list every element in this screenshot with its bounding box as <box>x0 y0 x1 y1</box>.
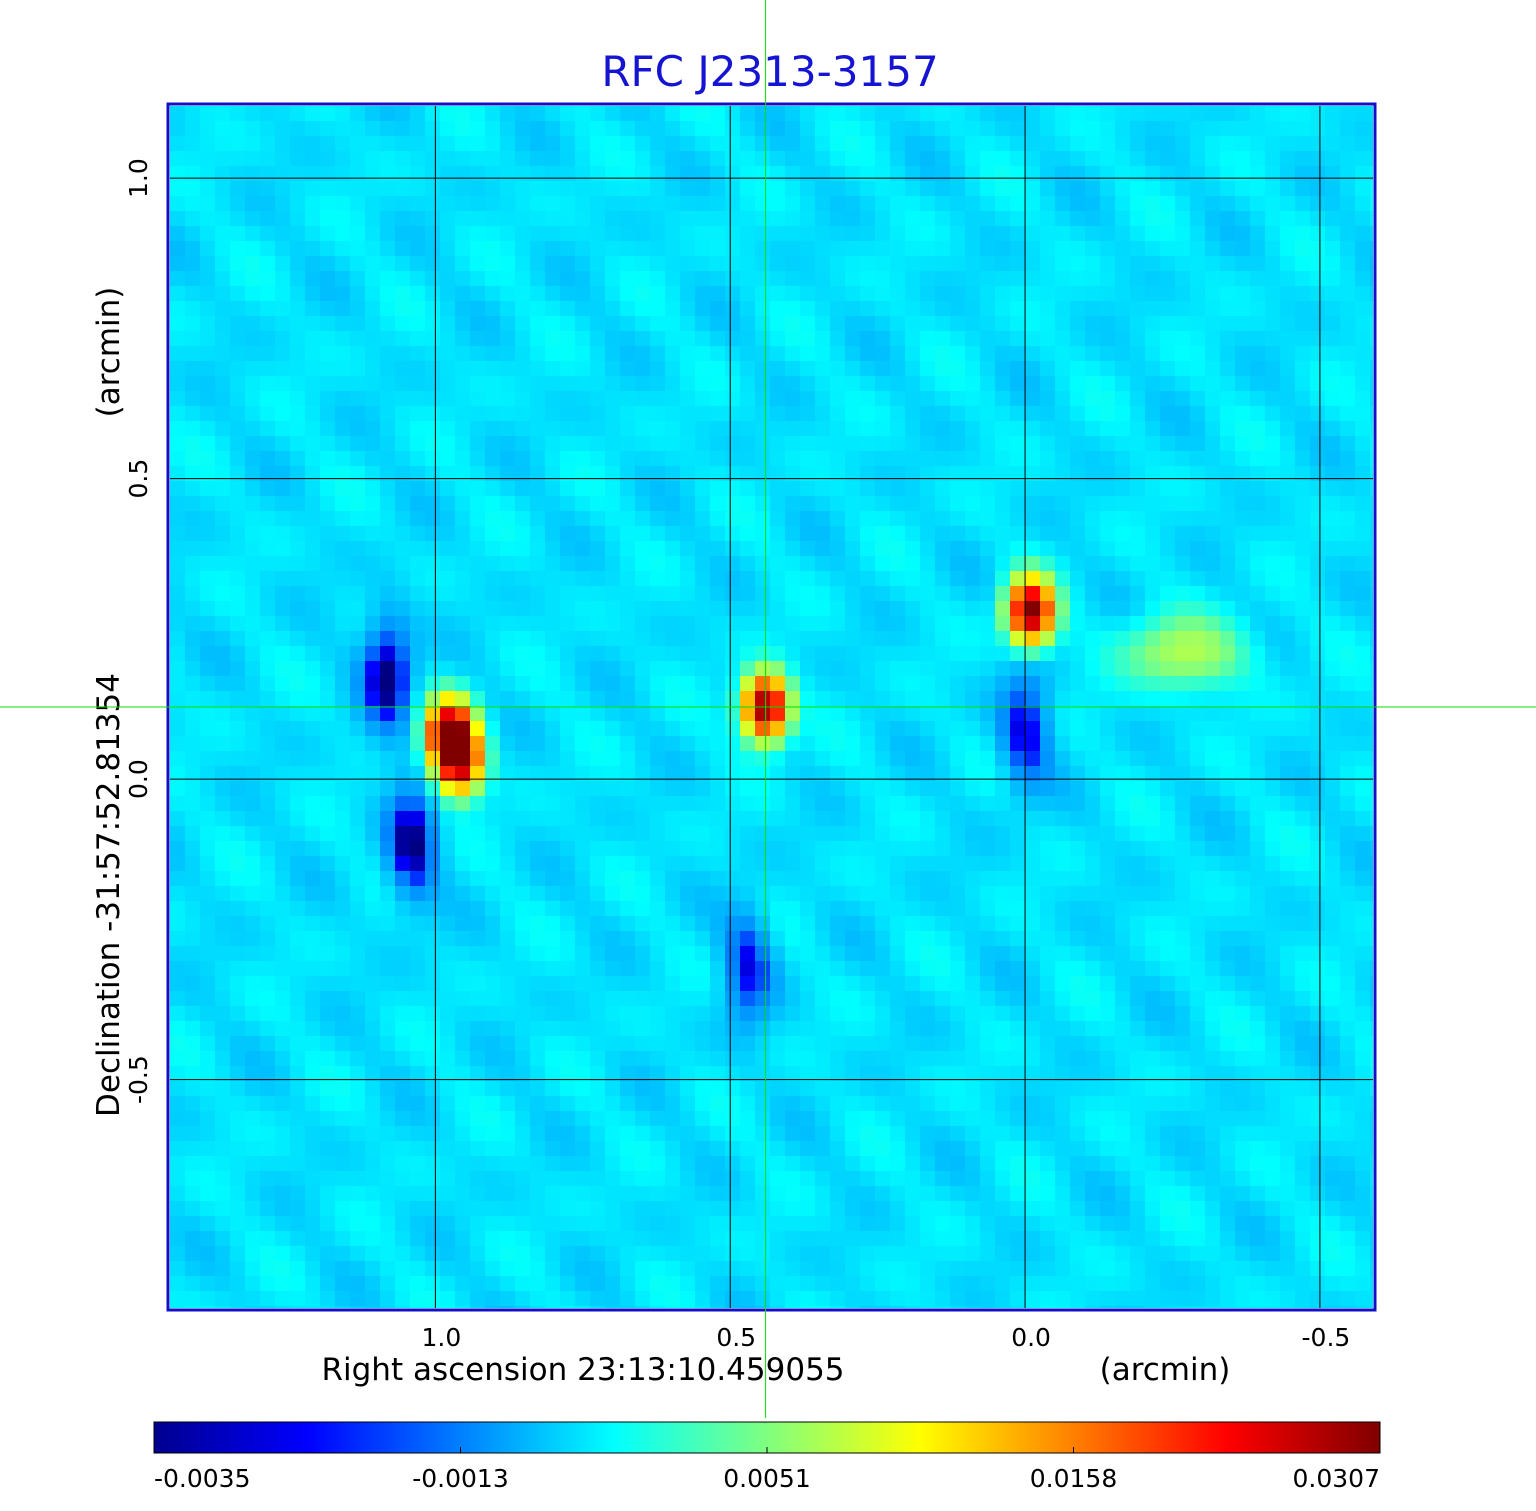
colorbar-tick-label: 0.0051 <box>723 1464 810 1493</box>
intensity-image <box>170 106 1373 1308</box>
plot-area <box>170 106 1373 1308</box>
x-tick-label: -0.5 <box>1302 1323 1351 1352</box>
x-axis-label: Right ascension 23:13:10.459055 <box>321 1352 844 1388</box>
x-tick-label: 0.5 <box>716 1323 756 1352</box>
colorbar-tick-label: -0.0035 <box>154 1464 251 1493</box>
colorbar-ticks: -0.0035 -0.0013 0.0051 0.0158 0.0307 <box>153 1447 1381 1493</box>
y-axis-label: Declination -31:57:52.81354 <box>91 673 127 1117</box>
crosshair <box>0 0 1536 1418</box>
y-tick-label: 0.0 <box>124 759 153 799</box>
y-tick-label: -0.5 <box>124 1055 153 1104</box>
x-tick-label: 1.0 <box>421 1323 461 1352</box>
x-axis: 1.0 0.5 0.0 -0.5 <box>421 1323 1350 1352</box>
x-axis-unit: (arcmin) <box>1100 1352 1231 1388</box>
y-tick-label: 0.5 <box>124 459 153 499</box>
colorbar-tick-label: 0.0158 <box>1030 1464 1117 1493</box>
y-axis-unit: (arcmin) <box>91 287 127 418</box>
colorbar-tick-label: 0.0307 <box>1293 1464 1380 1493</box>
x-tick-label: 0.0 <box>1011 1323 1051 1352</box>
chart-title: RFC J2313-3157 <box>601 47 938 96</box>
y-tick-label: 1.0 <box>124 158 153 198</box>
colorbar-tick-label: -0.0013 <box>412 1464 509 1493</box>
y-axis: 1.0 0.5 0.0 -0.5 <box>124 158 153 1104</box>
